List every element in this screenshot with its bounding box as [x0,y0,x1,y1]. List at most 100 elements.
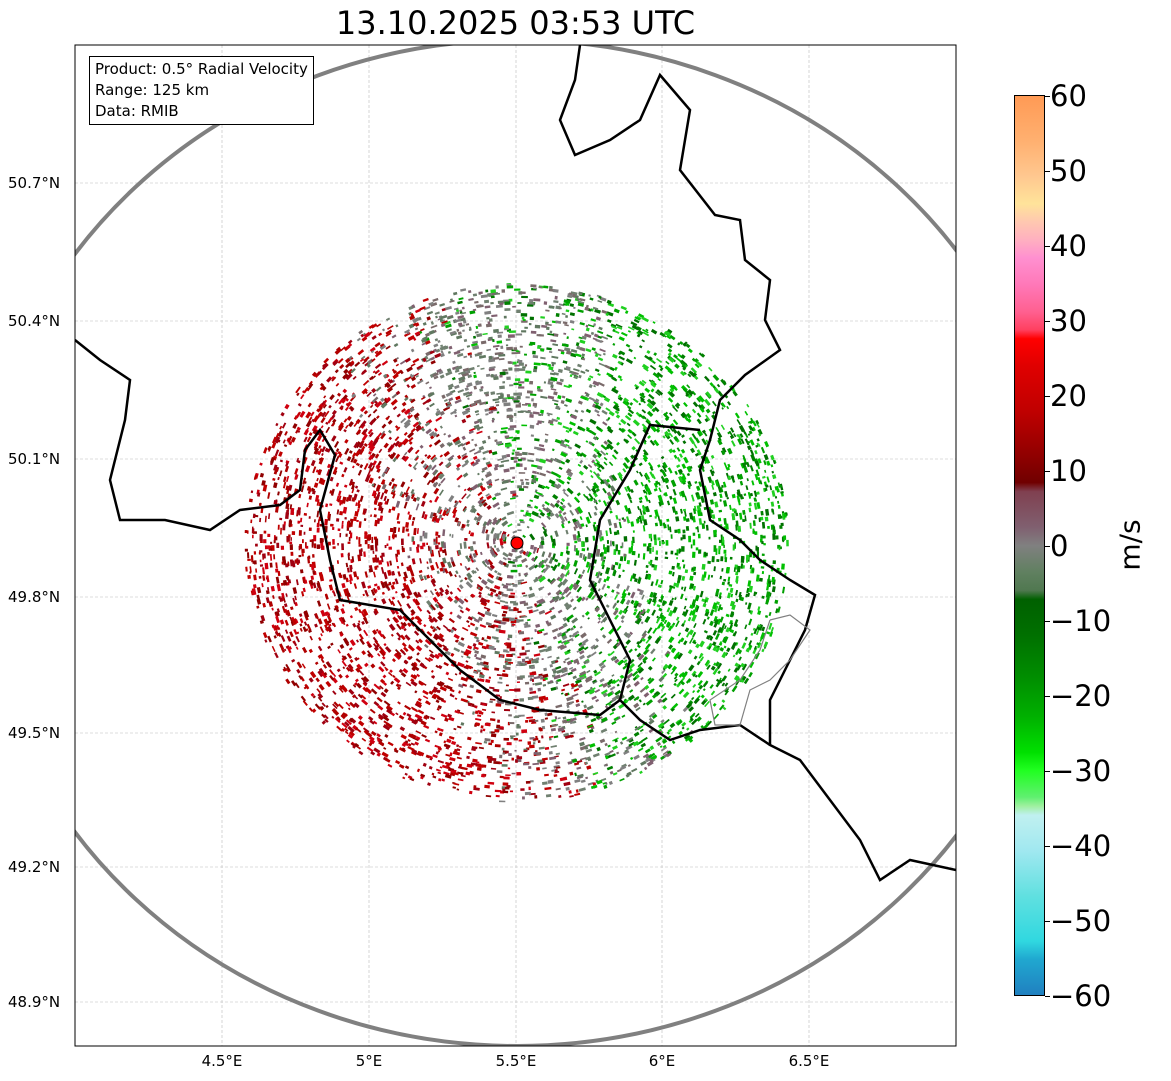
echo-pixel [537,345,541,350]
echo-pixel [476,766,482,771]
echo-pixel [623,438,627,442]
echo-pixel [692,539,696,546]
echo-pixel [478,594,482,599]
echo-pixel [643,543,647,547]
echo-pixel [560,692,564,695]
echo-pixel [497,507,501,510]
echo-pixel [289,541,293,544]
echo-pixel [618,609,624,615]
echo-pixel [315,677,320,683]
echo-pixel [500,654,504,658]
echo-pixel [470,593,475,599]
echo-pixel [709,636,714,641]
echo-pixel [441,764,449,769]
echo-pixel [473,371,476,374]
echo-pixel [524,681,530,685]
echo-pixel [488,742,493,746]
echo-pixel [472,541,476,545]
echo-pixel [514,364,520,367]
echo-pixel [259,534,263,541]
echo-pixel [499,775,504,779]
echo-pixel [300,524,304,527]
echo-pixel [510,396,515,399]
echo-pixel [433,686,438,690]
echo-pixel [687,348,693,354]
echo-pixel [519,698,525,702]
echo-pixel [691,551,696,558]
echo-pixel [524,467,527,471]
echo-pixel [477,449,482,454]
echo-pixel [480,725,484,729]
echo-pixel [308,516,311,519]
echo-pixel [512,564,517,568]
echo-pixel [332,546,336,549]
echo-pixel [526,510,529,513]
echo-pixel [534,324,541,329]
echo-pixel [704,456,711,464]
echo-pixel [458,745,462,748]
echo-pixel [517,410,524,413]
echo-pixel [311,371,318,378]
echo-pixel [567,502,572,508]
echo-pixel [502,669,506,673]
echo-pixel [578,336,583,340]
echo-pixel [339,533,342,538]
echo-pixel [518,472,526,474]
echo-pixel [444,305,452,311]
echo-pixel [639,500,643,504]
echo-pixel [661,541,666,544]
echo-pixel [543,381,547,384]
echo-pixel [709,382,714,387]
echo-pixel [357,469,363,476]
echo-pixel [585,516,591,524]
echo-pixel [529,341,536,345]
echo-pixel [341,582,346,589]
echo-pixel [615,544,618,552]
echo-pixel [554,599,559,603]
echo-pixel [786,539,789,547]
echo-pixel [520,313,528,317]
echo-pixel [332,539,335,545]
echo-pixel [330,523,334,527]
echo-pixel [384,544,387,549]
echo-pixel [766,460,771,466]
echo-pixel [264,545,268,550]
echo-pixel [628,737,634,743]
echo-pixel [460,722,465,726]
echo-pixel [637,653,645,661]
echo-pixel [606,545,610,553]
echo-pixel [560,400,565,404]
echo-pixel [435,531,439,536]
echo-pixel [508,367,513,371]
echo-pixel [517,529,522,532]
echo-pixel [756,502,761,510]
echo-pixel [668,570,673,575]
echo-pixel [492,624,500,628]
echo-pixel [530,544,534,550]
echo-pixel [488,355,493,360]
echo-pixel [508,714,512,717]
echo-pixel [579,322,585,326]
echo-pixel [361,650,367,656]
echo-pixel [283,521,286,526]
echo-pixel [567,760,573,765]
echo-pixel [267,635,272,643]
echo-pixel [543,301,548,305]
echo-pixel [687,616,692,622]
echo-pixel [625,683,632,689]
echo-pixel [475,567,480,572]
echo-pixel [687,480,692,487]
echo-pixel [616,768,622,773]
echo-pixel [602,692,608,698]
echo-pixel [726,647,731,653]
echo-pixel [300,394,305,400]
echo-pixel [390,383,397,389]
echo-pixel [725,466,730,471]
echo-pixel [477,323,482,328]
echo-pixel [355,502,358,507]
echo-pixel [535,298,540,301]
echo-pixel [518,572,521,577]
echo-pixel [576,766,582,770]
echo-pixel [533,751,538,755]
echo-pixel [646,350,651,355]
